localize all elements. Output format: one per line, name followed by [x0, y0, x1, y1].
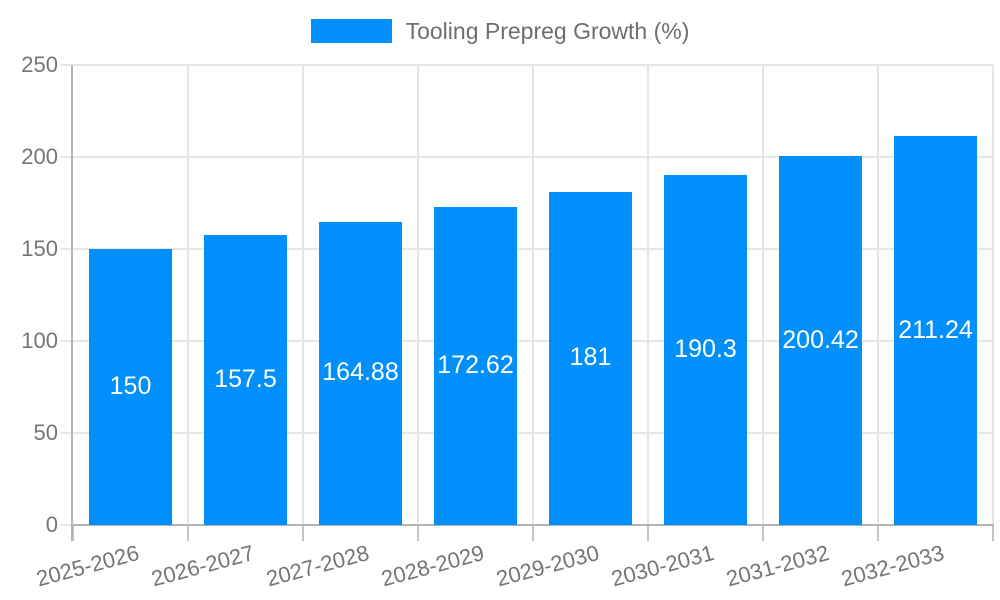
bar-value-label: 172.62	[437, 351, 514, 379]
x-tick	[762, 525, 764, 541]
x-tick	[877, 525, 879, 541]
bar-2030-2031[interactable]	[664, 175, 747, 525]
gridline-vertical	[417, 65, 419, 525]
bar-value-label: 211.24	[898, 316, 973, 344]
x-axis-tick-label: 2025-2026	[33, 540, 142, 592]
y-axis-tick-label: 150	[21, 236, 58, 261]
gridline-vertical	[532, 65, 534, 525]
bar-value-label: 200.42	[782, 326, 859, 354]
bar-value-label: 150	[109, 372, 152, 400]
x-axis-tick-label: 2032-2033	[838, 540, 947, 592]
x-axis-tick-label: 2030-2031	[608, 540, 717, 592]
bar-2032-2033[interactable]	[894, 136, 977, 525]
bar-2031-2032[interactable]	[779, 156, 862, 525]
gridline-vertical	[762, 65, 764, 525]
y-tick	[60, 432, 73, 434]
bar-2029-2030[interactable]	[549, 192, 632, 525]
y-axis-line	[71, 65, 73, 541]
bar-2026-2027[interactable]	[204, 235, 287, 525]
gridline-vertical	[647, 65, 649, 525]
x-tick	[187, 525, 189, 541]
y-tick	[60, 248, 73, 250]
y-tick	[60, 524, 73, 526]
y-axis-tick-label: 200	[21, 144, 58, 169]
bar-2028-2029[interactable]	[434, 207, 517, 525]
x-tick	[647, 525, 649, 541]
x-tick	[72, 525, 74, 541]
bar-value-label: 157.5	[214, 365, 277, 393]
bar-2025-2026[interactable]	[89, 249, 172, 525]
bar-value-label: 164.88	[322, 358, 399, 386]
y-tick	[60, 156, 73, 158]
y-axis-tick-label: 100	[21, 328, 58, 353]
x-tick	[992, 525, 994, 541]
y-axis-tick-label: 50	[33, 420, 58, 445]
x-axis-tick-label: 2029-2030	[493, 540, 602, 592]
gridline-vertical	[302, 65, 304, 525]
bar-value-label: 181	[569, 343, 612, 371]
legend-item[interactable]: Tooling Prepreg Growth (%)	[0, 17, 1000, 44]
x-axis-tick-label: 2028-2029	[378, 540, 487, 592]
y-axis-tick-label: 0	[45, 512, 58, 537]
bar-2027-2028[interactable]	[319, 222, 402, 525]
gridline-vertical	[877, 65, 879, 525]
x-axis-tick-label: 2031-2032	[723, 540, 832, 592]
legend-swatch	[310, 19, 392, 43]
y-tick	[60, 340, 73, 342]
gridline-vertical	[187, 65, 189, 525]
gridline-vertical	[992, 65, 994, 525]
x-tick	[532, 525, 534, 541]
bar-value-label: 190.3	[674, 335, 737, 363]
x-axis-tick-label: 2027-2028	[263, 540, 372, 592]
x-axis-line	[71, 524, 994, 526]
legend-label: Tooling Prepreg Growth (%)	[405, 17, 690, 44]
x-axis-tick-label: 2026-2027	[148, 540, 257, 592]
y-tick	[60, 64, 73, 66]
y-axis-tick-label: 250	[21, 52, 58, 77]
x-tick	[417, 525, 419, 541]
x-tick	[302, 525, 304, 541]
